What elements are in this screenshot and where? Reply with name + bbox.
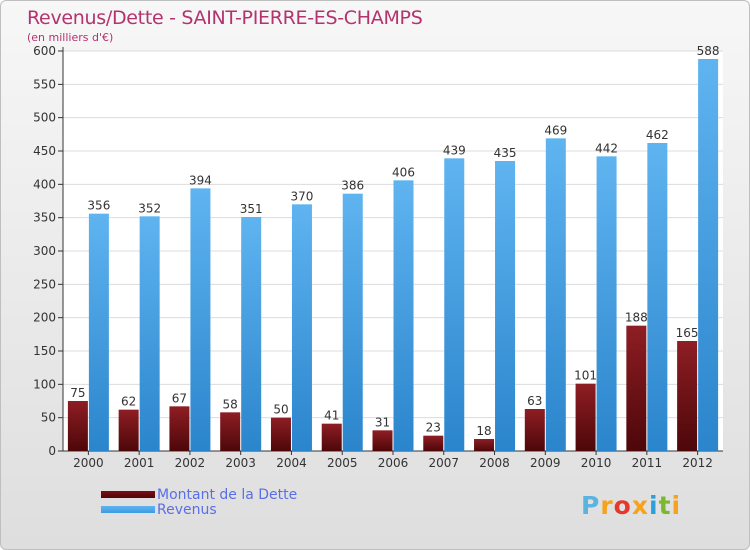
- bar-dette: [270, 417, 291, 451]
- logo-letter: r: [600, 491, 614, 520]
- data-label-dette: 62: [121, 395, 136, 409]
- y-tick-label: 250: [33, 277, 56, 291]
- bar-revenus: [495, 161, 516, 451]
- bar-dette: [524, 409, 545, 451]
- legend-item-dette: Montant de la Dette: [101, 486, 298, 503]
- bar-revenus: [545, 138, 566, 452]
- bar-revenus: [291, 204, 312, 451]
- x-tick-label: 2009: [530, 456, 561, 470]
- y-tick-label: 600: [33, 44, 56, 58]
- logo-letter: x: [631, 491, 649, 520]
- bar-revenus: [444, 158, 465, 452]
- data-label-dette: 63: [527, 394, 542, 408]
- bar-revenus: [88, 213, 109, 451]
- y-tick-label: 350: [33, 211, 56, 225]
- logo-letter: P: [581, 491, 601, 520]
- bar-revenus: [596, 156, 617, 452]
- x-tick-label: 2002: [175, 456, 206, 470]
- bar-dette: [118, 409, 139, 451]
- bar-dette: [321, 423, 342, 451]
- data-label-revenus: 588: [697, 44, 720, 58]
- logo-letter: i: [671, 491, 682, 520]
- data-label-revenus: 352: [138, 201, 161, 215]
- data-label-revenus: 394: [189, 173, 212, 187]
- y-tick-label: 50: [41, 411, 56, 425]
- bar-dette: [575, 383, 596, 451]
- data-label-dette: 18: [476, 424, 491, 438]
- data-label-revenus: 442: [595, 141, 618, 155]
- bar-dette: [169, 406, 190, 451]
- legend-label-revenus: Revenus: [157, 501, 217, 518]
- x-tick-label: 2007: [428, 456, 459, 470]
- data-label-revenus: 406: [392, 165, 415, 179]
- bar-dette: [423, 435, 444, 451]
- legend-label-dette: Montant de la Dette: [157, 486, 298, 503]
- chart-title: Revenus/Dette - SAINT-PIERRE-ES-CHAMPS: [27, 7, 423, 29]
- data-label-dette: 101: [574, 369, 597, 383]
- y-tick-label: 300: [33, 244, 56, 258]
- x-tick-label: 2010: [581, 456, 612, 470]
- bar-revenus: [647, 143, 668, 451]
- data-label-dette: 31: [375, 415, 390, 429]
- bar-dette: [677, 341, 698, 451]
- y-tick-label: 0: [48, 444, 56, 458]
- legend: Montant de la Dette Revenus: [101, 486, 298, 518]
- data-label-dette: 75: [70, 386, 85, 400]
- x-tick-label: 2003: [225, 456, 256, 470]
- bar-revenus: [241, 217, 262, 451]
- data-label-revenus: 439: [443, 143, 466, 157]
- data-label-dette: 23: [426, 421, 441, 435]
- y-tick-label: 550: [33, 77, 56, 91]
- data-label-dette: 188: [625, 311, 648, 325]
- data-label-dette: 41: [324, 409, 339, 423]
- x-tick-label: 2008: [479, 456, 510, 470]
- data-label-revenus: 462: [646, 128, 669, 142]
- logo-letter: o: [613, 491, 632, 520]
- bar-revenus: [342, 193, 363, 451]
- bar-revenus: [393, 180, 414, 452]
- x-tick-label: 2000: [73, 456, 104, 470]
- data-label-revenus: 370: [291, 189, 314, 203]
- data-label-revenus: 386: [341, 179, 364, 193]
- legend-item-revenus: Revenus: [101, 501, 297, 518]
- data-label-revenus: 435: [494, 146, 517, 160]
- x-tick-label: 2012: [682, 456, 713, 470]
- x-tick-label: 2001: [124, 456, 155, 470]
- data-label-dette: 50: [273, 403, 288, 417]
- data-label-dette: 67: [172, 391, 187, 405]
- x-tick-label: 2005: [327, 456, 358, 470]
- bar-revenus: [139, 216, 160, 451]
- logo-letter: i: [649, 491, 659, 520]
- bar-revenus: [698, 59, 719, 451]
- y-tick-label: 450: [33, 144, 56, 158]
- x-tick-label: 2004: [276, 456, 307, 470]
- legend-swatch-revenus: [101, 506, 155, 513]
- data-label-revenus: 356: [87, 199, 110, 213]
- data-label-revenus: 351: [240, 202, 263, 216]
- bar-dette: [474, 439, 495, 451]
- y-tick-label: 100: [33, 377, 56, 391]
- data-label-dette: 58: [223, 397, 238, 411]
- bar-dette: [67, 401, 88, 451]
- y-tick-label: 150: [33, 344, 56, 358]
- bar-dette: [372, 430, 393, 451]
- y-tick-label: 400: [33, 177, 56, 191]
- proxiti-logo: Proxiti: [581, 491, 681, 520]
- bar-dette: [626, 325, 647, 451]
- bar-revenus: [190, 188, 211, 452]
- y-tick-label: 500: [33, 111, 56, 125]
- legend-swatch-dette: [101, 491, 155, 498]
- chart-subtitle: (en milliers d'€): [27, 31, 114, 44]
- x-tick-label: 2011: [632, 456, 663, 470]
- x-tick-label: 2006: [378, 456, 409, 470]
- y-tick-label: 200: [33, 311, 56, 325]
- logo-letter: t: [658, 491, 672, 520]
- data-label-dette: 165: [676, 326, 699, 340]
- bar-dette: [220, 412, 241, 451]
- data-label-revenus: 469: [544, 123, 567, 137]
